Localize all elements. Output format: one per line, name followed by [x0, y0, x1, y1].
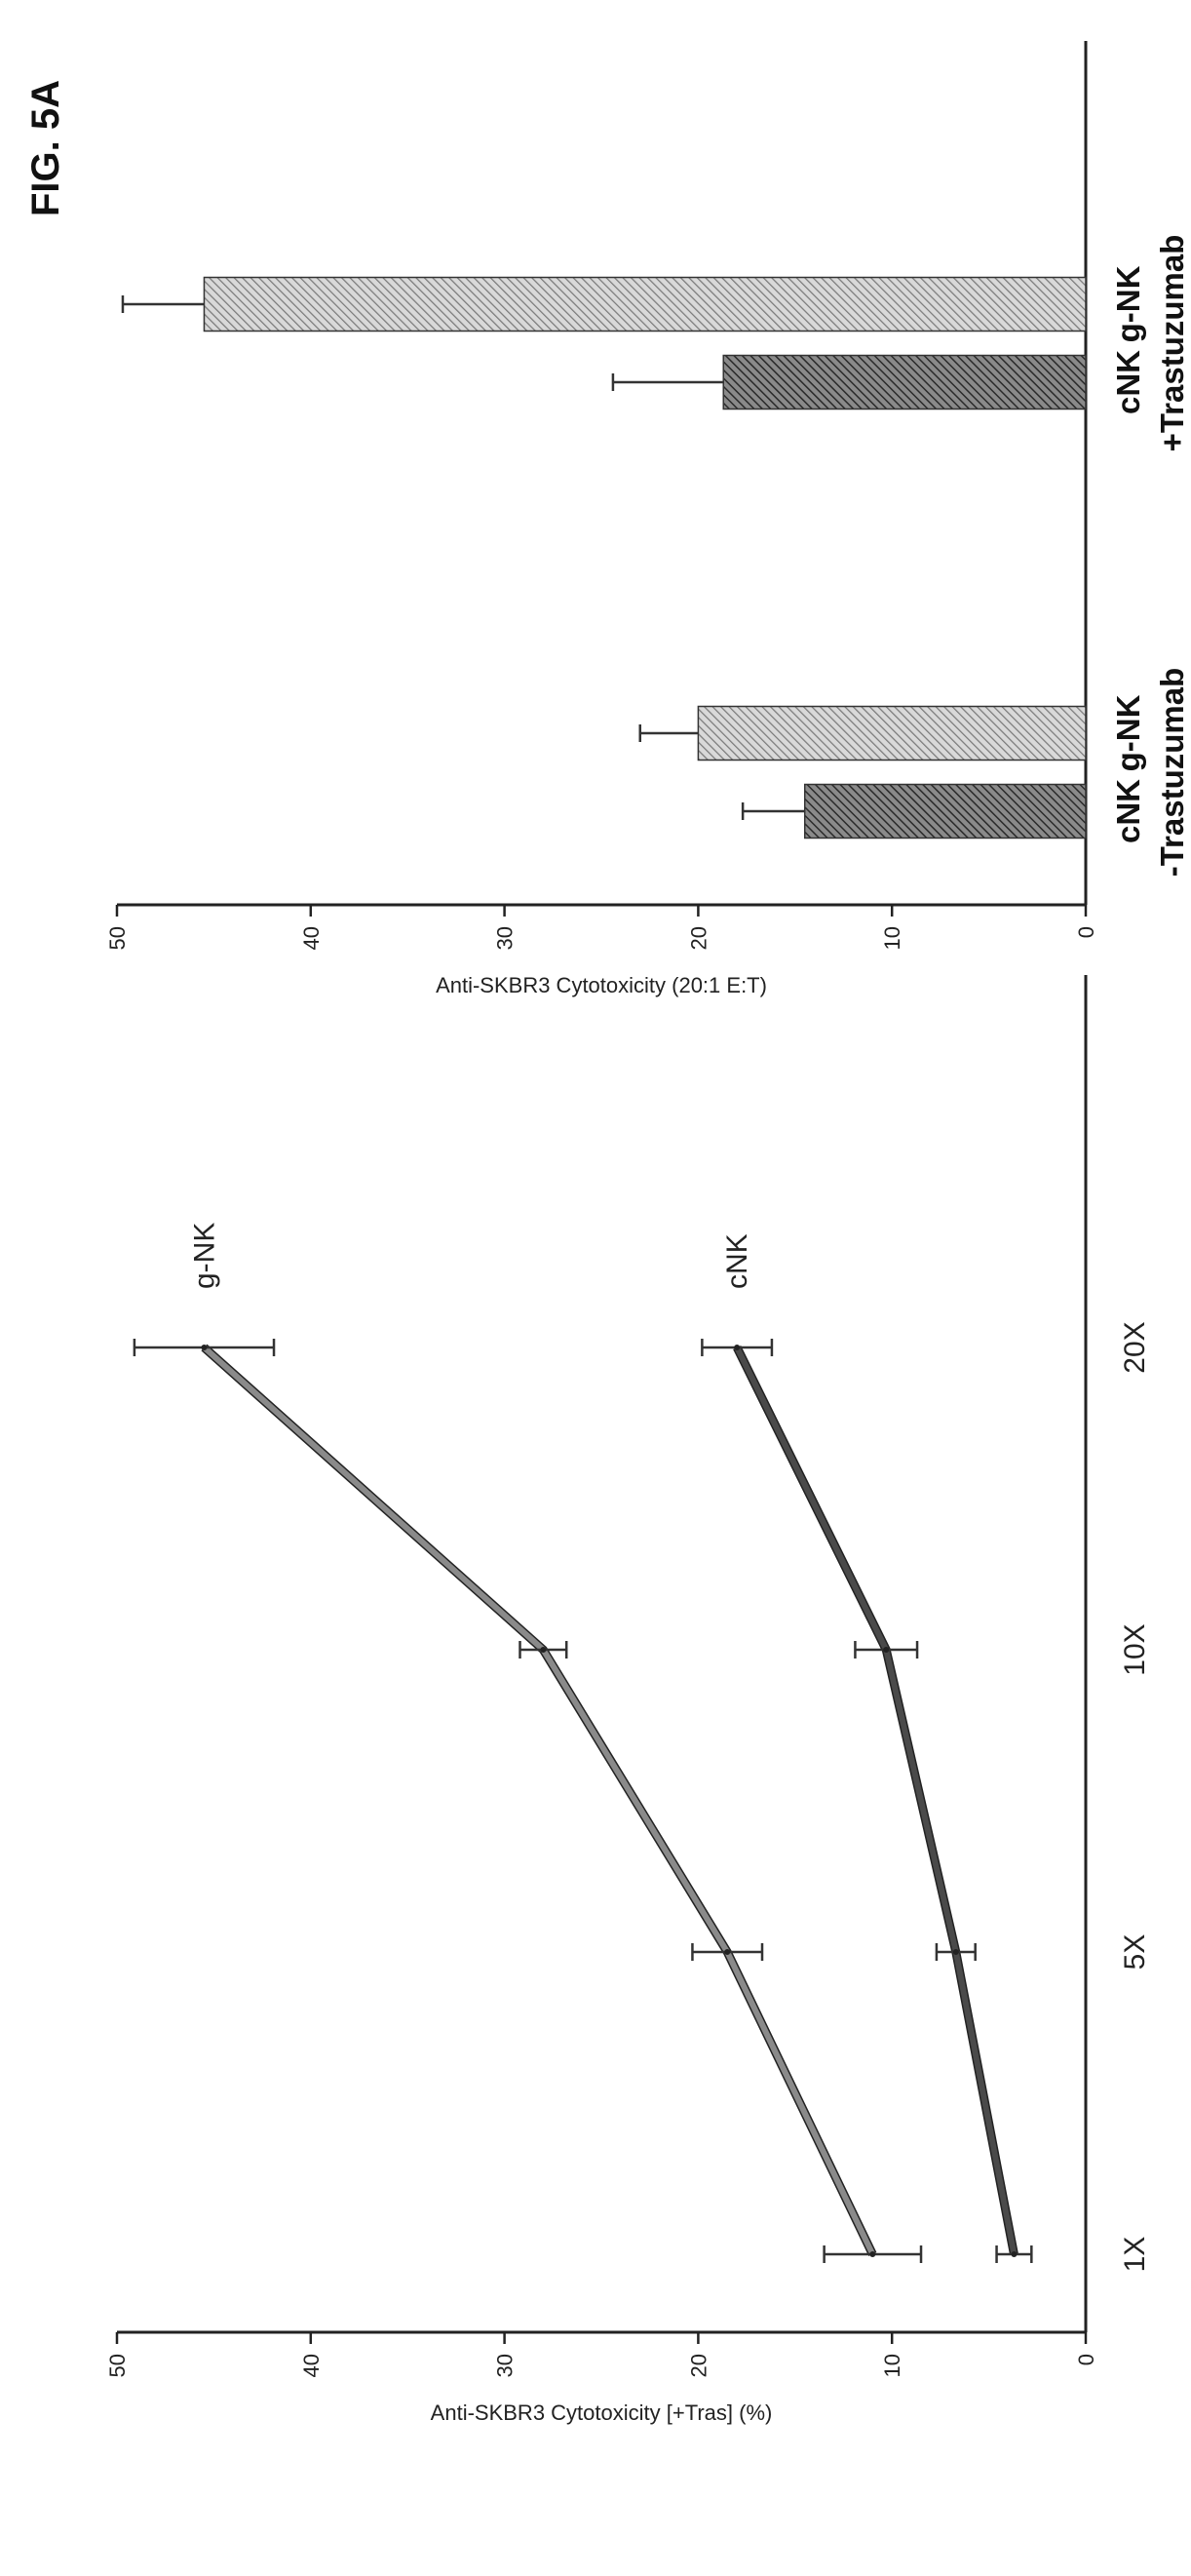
error-bar — [638, 724, 699, 742]
bar-category-label: cNK — [1110, 779, 1146, 843]
series-label: g-NK — [188, 1223, 220, 1289]
line-x-tick-label: 1X — [1119, 2237, 1151, 2273]
bar-y-tick-label: 10 — [880, 926, 904, 950]
error-bar — [611, 373, 724, 391]
data-point — [201, 1345, 208, 1350]
data-point — [724, 1949, 731, 1955]
line-y-tick-label: 20 — [686, 2354, 711, 2377]
bar — [803, 783, 1087, 839]
bar-category-label: g-NK — [1110, 265, 1146, 342]
bar-group-label: +Trastuzumab — [1154, 235, 1190, 452]
series-line — [202, 1345, 876, 2256]
series-line-outline — [733, 1346, 1018, 2255]
bar-y-tick-label: 40 — [299, 926, 324, 950]
line-y-tick-label: 40 — [299, 2354, 324, 2377]
line-y-tick-label: 0 — [1074, 2354, 1098, 2365]
bar — [203, 276, 1087, 332]
series-line — [734, 1346, 1018, 2255]
error-bar — [741, 802, 805, 820]
line-y-tick-label: 50 — [105, 2354, 130, 2377]
data-point — [883, 1647, 890, 1653]
line-x-tick-label: 5X — [1119, 1934, 1151, 1971]
data-point — [869, 2251, 876, 2257]
bar-y-tick-label: 30 — [493, 926, 518, 950]
data-point — [1011, 2251, 1018, 2257]
figure-title: FIG. 5A — [24, 80, 67, 216]
line-y-tick-label: 10 — [880, 2354, 904, 2377]
line-y-axis-title: Anti-SKBR3 Cytotoxicity [+Tras] (%) — [431, 2400, 773, 2425]
bar-y-axis-title: Anti-SKBR3 Cytotoxicity (20:1 E:T) — [436, 973, 767, 997]
bar-y-tick-label: 20 — [686, 926, 711, 950]
data-point — [540, 1647, 547, 1653]
series-label: cNK — [721, 1233, 753, 1289]
bar-category-label: g-NK — [1110, 694, 1146, 771]
bar-category-label: cNK — [1110, 350, 1146, 414]
bar — [697, 705, 1087, 761]
bar-y-tick-label: 0 — [1074, 926, 1098, 938]
error-bar — [121, 295, 205, 313]
line-chart: 0 10 20 30 40 50 1X 5X 10X 20X g-NK cNK Anti-SKBR… — [105, 975, 1151, 2425]
line-x-tick-label: 10X — [1119, 1623, 1151, 1675]
bar-group-label: -Trastuzumab — [1154, 668, 1190, 878]
line-y-tick-label: 30 — [493, 2354, 518, 2377]
series-line-outline — [201, 1344, 877, 2256]
bar-y-tick-label: 50 — [105, 926, 130, 950]
bar — [722, 354, 1087, 410]
data-point — [734, 1345, 741, 1350]
line-x-tick-label: 20X — [1119, 1321, 1151, 1373]
data-point — [952, 1949, 959, 1955]
